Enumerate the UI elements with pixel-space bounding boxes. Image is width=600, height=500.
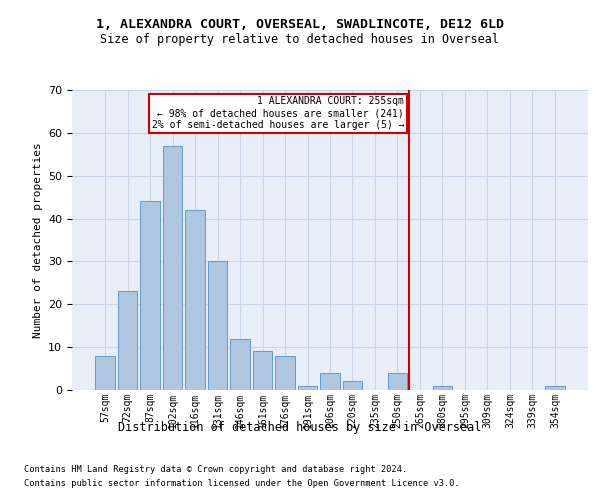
Bar <box>275 356 295 390</box>
Bar <box>388 373 407 390</box>
Text: 1 ALEXANDRA COURT: 255sqm
← 98% of detached houses are smaller (241)
2% of semi-: 1 ALEXANDRA COURT: 255sqm ← 98% of detac… <box>152 96 404 130</box>
Bar <box>343 382 362 390</box>
Text: 1, ALEXANDRA COURT, OVERSEAL, SWADLINCOTE, DE12 6LD: 1, ALEXANDRA COURT, OVERSEAL, SWADLINCOT… <box>96 18 504 30</box>
Bar <box>230 338 250 390</box>
Text: Contains public sector information licensed under the Open Government Licence v3: Contains public sector information licen… <box>24 479 460 488</box>
Bar <box>163 146 182 390</box>
Bar <box>253 352 272 390</box>
Bar <box>208 262 227 390</box>
Text: Contains HM Land Registry data © Crown copyright and database right 2024.: Contains HM Land Registry data © Crown c… <box>24 466 407 474</box>
Bar <box>320 373 340 390</box>
Bar <box>118 292 137 390</box>
Bar <box>298 386 317 390</box>
Bar <box>433 386 452 390</box>
Bar <box>185 210 205 390</box>
Text: Size of property relative to detached houses in Overseal: Size of property relative to detached ho… <box>101 32 499 46</box>
Text: Distribution of detached houses by size in Overseal: Distribution of detached houses by size … <box>118 421 482 434</box>
Bar <box>140 202 160 390</box>
Bar <box>95 356 115 390</box>
Bar <box>545 386 565 390</box>
Y-axis label: Number of detached properties: Number of detached properties <box>32 142 43 338</box>
